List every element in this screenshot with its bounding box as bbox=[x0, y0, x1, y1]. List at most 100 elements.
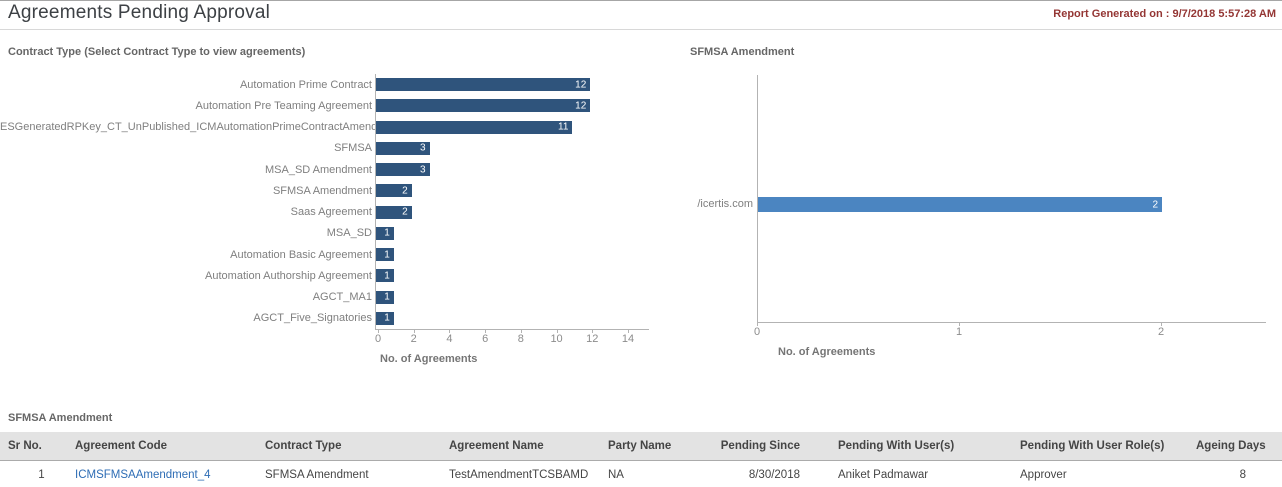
bar-value-label: 12 bbox=[575, 79, 587, 91]
contract-type-bar[interactable]: 11 bbox=[376, 120, 573, 134]
sfmsa-amendment-bar[interactable]: 2 bbox=[758, 197, 1162, 212]
contract-type-bar[interactable]: 2 bbox=[376, 205, 412, 219]
bar-value-label: 1 bbox=[384, 312, 390, 324]
table-header-cell: Ageing Days bbox=[1196, 440, 1266, 452]
table-cell: NA bbox=[608, 468, 624, 481]
page-title: Agreements Pending Approval bbox=[8, 2, 271, 23]
table-header-cell: Party Name bbox=[608, 440, 672, 452]
bar-value-label: 3 bbox=[420, 142, 426, 154]
bar-track: 1 bbox=[375, 222, 649, 244]
table-row: 1 ICMSFMSAAmendment_4 SFMSA Amendment TestA… bbox=[0, 461, 1282, 487]
contract-type-bar[interactable]: 2 bbox=[376, 184, 412, 198]
table-header-cell: Agreement Name bbox=[449, 440, 544, 452]
category-label: Automation Authorship Agreement bbox=[205, 269, 372, 282]
contract-type-chart: Contract Type (Select Contract Type to v… bbox=[0, 46, 672, 365]
chart-bar-row: MSA_SD 1 bbox=[0, 222, 672, 244]
table-cell: ICMSFMSAAmendment_4 bbox=[75, 469, 265, 481]
category-label: Automation Pre Teaming Agreement bbox=[195, 99, 372, 112]
report-generated-timestamp: Report Generated on : 9/7/2018 5:57:28 A… bbox=[1053, 8, 1276, 20]
sfmsa-amendment-chart-plot: /icertis.com 2 bbox=[697, 75, 1266, 322]
bar-track: 2 bbox=[375, 201, 649, 223]
chart-bar-row: Saas Agreement 2 bbox=[0, 201, 672, 223]
contract-type-chart-x-axis: 0 2 4 6 8 10 12 14 bbox=[375, 329, 649, 347]
contract-type-bar[interactable]: 12 bbox=[376, 99, 591, 113]
chart-bar-row: Automation Pre Teaming Agreement 12 bbox=[0, 95, 672, 117]
agreements-table-body: 1 ICMSFMSAAmendment_4 SFMSA Amendment TestA… bbox=[0, 461, 1282, 487]
table-header-cell: Pending Since bbox=[720, 440, 800, 452]
category-label: AGCT_Five_Signatories bbox=[253, 312, 372, 325]
x-axis-tick-label: 8 bbox=[517, 333, 524, 345]
bar-value-label: 1 bbox=[384, 249, 390, 261]
contract-type-bar[interactable]: 12 bbox=[376, 78, 591, 92]
table-cell: 8 bbox=[1239, 468, 1246, 481]
table-header-cell: Contract Type bbox=[265, 440, 342, 452]
table-cell: SFMSA Amendment bbox=[265, 468, 369, 481]
x-axis-tickmark bbox=[378, 330, 379, 333]
x-axis-tick-label: 14 bbox=[621, 333, 635, 345]
contract-type-bar[interactable]: 1 bbox=[376, 248, 394, 262]
category-label: SFMSA bbox=[334, 142, 372, 155]
category-label: Automation Prime Contract bbox=[239, 78, 372, 91]
sfmsa-amendment-chart-title: SFMSA Amendment bbox=[690, 46, 795, 58]
chart-bar-row: ESGeneratedRPKey_CT_UnPublished_ICMAutom… bbox=[0, 116, 672, 138]
agreements-table-section: SFMSA Amendment Sr No. Agreement Code Cont… bbox=[0, 406, 1282, 487]
bar-track: 11 bbox=[375, 116, 649, 138]
x-axis-tickmark bbox=[449, 330, 451, 333]
contract-type-bar[interactable]: 1 bbox=[376, 226, 394, 240]
category-label: SFMSA Amendment bbox=[272, 184, 372, 197]
table-header-cell: Pending With User Role(s) bbox=[1020, 440, 1165, 452]
bar-track: 3 bbox=[375, 159, 649, 181]
chart-bar-row: SFMSA 3 bbox=[0, 137, 672, 159]
sfmsa-amendment-chart-x-axis: 0 1 2 bbox=[754, 322, 1266, 340]
chart-bar-row: Automation Authorship Agreement 1 bbox=[0, 265, 672, 287]
contract-type-bar[interactable]: 1 bbox=[376, 311, 394, 325]
bar-value-label: 2 bbox=[402, 206, 408, 218]
table-header-cell: Agreement Code bbox=[75, 440, 168, 452]
table-cell: Aniket Padmawar bbox=[838, 468, 929, 481]
x-axis-tickmark bbox=[556, 330, 558, 333]
agreements-table-title: SFMSA Amendment bbox=[8, 412, 113, 424]
report-header: Agreements Pending Approval Report Gener… bbox=[0, 2, 1282, 30]
contract-type-chart-x-axis-title: No. of Agreements bbox=[380, 353, 478, 365]
x-axis-tick-label: 12 bbox=[586, 333, 599, 345]
contract-type-bar[interactable]: 3 bbox=[376, 163, 430, 177]
category-label: Automation Basic Agreement bbox=[230, 248, 372, 261]
category-label: Saas Agreement bbox=[290, 206, 372, 219]
agreement-code-link[interactable]: ICMSFMSAAmendment_4 bbox=[75, 468, 211, 481]
table-header-cell: Sr No. bbox=[8, 440, 42, 452]
bar-track: 1 bbox=[375, 307, 649, 329]
bar-track: 2 bbox=[375, 180, 649, 202]
contract-type-chart-bars: Automation Prime Contract 12 Automation Pr… bbox=[0, 74, 672, 329]
table-cell: 8/30/2018 bbox=[748, 468, 800, 481]
chart-bar-row: SFMSA Amendment 2 bbox=[0, 180, 672, 202]
chart-bar-row: AGCT_Five_Signatories 1 bbox=[0, 307, 672, 329]
contract-type-bar[interactable]: 3 bbox=[376, 141, 430, 155]
bar-track: 1 bbox=[375, 286, 649, 308]
bar-value-label: 12 bbox=[575, 100, 587, 112]
x-axis-tickmark bbox=[628, 330, 629, 333]
table-header-cell: Pending With User(s) bbox=[838, 440, 955, 452]
x-axis-tick-label: 10 bbox=[550, 333, 563, 345]
x-axis-tick-label: 1 bbox=[955, 326, 963, 338]
bar-value-label: 1 bbox=[384, 227, 390, 239]
contract-type-bar[interactable]: 1 bbox=[376, 290, 394, 304]
x-axis-tick-label: 2 bbox=[410, 333, 417, 345]
x-axis-tick-label: 6 bbox=[482, 333, 489, 345]
x-axis-tick-label: 2 bbox=[1157, 326, 1165, 338]
table-cell: 1 bbox=[38, 468, 45, 481]
bar-track: 12 bbox=[375, 95, 649, 117]
x-axis-tick-label: 0 bbox=[374, 333, 382, 345]
bar-value-label: 3 bbox=[420, 164, 426, 176]
x-axis-tickmark bbox=[413, 330, 415, 333]
sfmsa-amendment-chart: SFMSA Amendment /icertis.com 2 0 1 2 No. of… bbox=[690, 46, 1282, 358]
chart-bar-row: MSA_SD Amendment 3 bbox=[0, 159, 672, 181]
category-label: AGCT_MA1 bbox=[312, 291, 372, 304]
x-axis-tickmark bbox=[1161, 323, 1162, 326]
x-axis-tickmark bbox=[520, 330, 522, 333]
bar-track: 1 bbox=[375, 244, 649, 266]
contract-type-bar[interactable]: 1 bbox=[376, 269, 394, 283]
table-cell: TestAmendmentTCSBAMD bbox=[449, 468, 589, 481]
agreements-table-header: Sr No. Agreement Code Contract Type Agreeme… bbox=[0, 432, 1282, 461]
bar-track: 12 bbox=[375, 74, 649, 96]
table-cell: Approver bbox=[1020, 468, 1067, 481]
